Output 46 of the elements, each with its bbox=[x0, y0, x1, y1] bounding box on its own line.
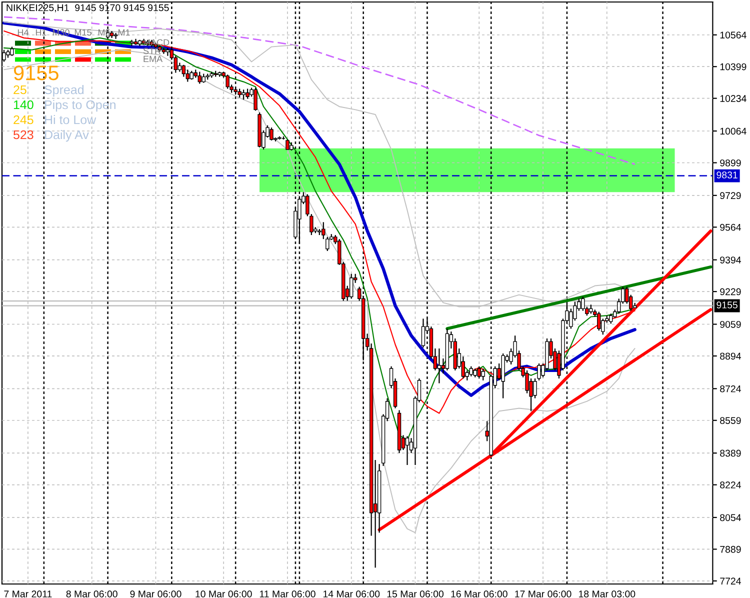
x-tick-label: 17 Mar 06:00 bbox=[515, 590, 572, 598]
y-tick-label: 8224 bbox=[720, 482, 741, 488]
annotation: H4 bbox=[18, 29, 29, 36]
y-tick-label: 10234 bbox=[720, 95, 746, 102]
y-tick-label: 9564 bbox=[720, 224, 741, 231]
y-tick-label: 8559 bbox=[720, 417, 741, 424]
y-tick-label: 7889 bbox=[720, 546, 741, 553]
y-tick-label: 9394 bbox=[720, 256, 741, 264]
y-tick-label: 10564 bbox=[720, 32, 746, 38]
x-tick-label: 14 Mar 06:00 bbox=[323, 590, 380, 598]
y-tick-label: 9229 bbox=[720, 288, 741, 296]
annotation: EMA bbox=[144, 56, 163, 62]
x-tick-label: 18 Mar 03:00 bbox=[578, 590, 636, 598]
y-tick-label: 9059 bbox=[720, 320, 741, 328]
annotation: 9155 bbox=[14, 66, 58, 80]
annotation: Spread bbox=[44, 85, 84, 97]
annotation: 25 bbox=[14, 85, 26, 94]
annotation: STR bbox=[143, 48, 161, 54]
annotation: Hi to Low bbox=[45, 115, 96, 124]
x-tick-label: 7 Mar 2011 bbox=[4, 590, 52, 598]
y-tick-label: 10399 bbox=[720, 63, 746, 70]
annotation: 140 bbox=[14, 100, 34, 110]
ref-line-label: 9831 bbox=[716, 172, 738, 178]
y-tick-label: 8724 bbox=[720, 385, 741, 392]
x-tick-label: 10 Mar 06:00 bbox=[196, 590, 252, 598]
y-tick-label: 8389 bbox=[720, 450, 741, 457]
annotation: M15 bbox=[74, 29, 92, 36]
annotation: 523 bbox=[14, 130, 34, 140]
annotation: Daily Av bbox=[45, 130, 89, 142]
x-tick-label: 11 Mar 06:00 bbox=[260, 590, 316, 598]
x-tick-label: 9 Mar 06:00 bbox=[130, 590, 182, 598]
y-tick-label: 9729 bbox=[720, 192, 741, 200]
x-tick-label: 16 Mar 06:00 bbox=[451, 590, 508, 598]
chart-title: NIKKEI225,H1 9145 9170 9145 9155 bbox=[6, 4, 169, 12]
annotation: 245 bbox=[14, 115, 34, 124]
y-tick-label: 7724 bbox=[720, 578, 741, 584]
ref-line-label: 9155 bbox=[716, 302, 738, 308]
annotation: Pips to Open bbox=[45, 100, 116, 112]
y-tick-label: 9899 bbox=[720, 159, 741, 166]
x-tick-label: 8 Mar 06:00 bbox=[66, 590, 118, 598]
y-tick-label: 10064 bbox=[720, 128, 746, 135]
y-tick-label: 8894 bbox=[720, 352, 741, 360]
annotation: M1 bbox=[118, 29, 130, 36]
x-tick-label: 15 Mar 06:00 bbox=[387, 590, 444, 598]
y-tick-label: 8054 bbox=[720, 514, 741, 522]
annotation: H1 bbox=[36, 29, 46, 36]
